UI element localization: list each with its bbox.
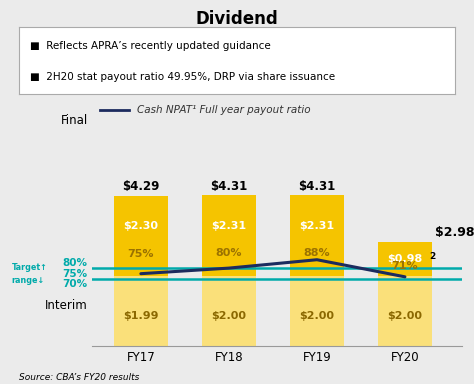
Text: 70%: 70% <box>63 279 88 289</box>
Text: range↓: range↓ <box>12 276 45 285</box>
Text: $4.31: $4.31 <box>210 180 247 193</box>
Text: $2.00: $2.00 <box>211 311 246 321</box>
Bar <box>378 242 432 276</box>
Text: ■  Reflects APRA’s recently updated guidance: ■ Reflects APRA’s recently updated guida… <box>30 41 271 51</box>
Text: Dividend: Dividend <box>196 10 278 28</box>
Text: 80%: 80% <box>216 248 242 258</box>
Bar <box>290 195 344 276</box>
Text: 75%: 75% <box>63 269 88 279</box>
Bar <box>378 276 432 346</box>
Text: $4.29: $4.29 <box>122 180 160 194</box>
Text: 75%: 75% <box>128 249 154 259</box>
Text: $2.31: $2.31 <box>300 221 335 231</box>
Text: $2.31: $2.31 <box>211 221 246 231</box>
Bar <box>201 276 256 346</box>
Text: $2.98: $2.98 <box>435 226 474 239</box>
Text: Final: Final <box>61 114 88 127</box>
Text: Target↑: Target↑ <box>12 263 48 272</box>
Text: Cash NPAT¹ Full year payout ratio: Cash NPAT¹ Full year payout ratio <box>137 105 310 115</box>
Text: 80%: 80% <box>63 258 88 268</box>
Text: Interim: Interim <box>45 299 88 312</box>
Text: $2.30: $2.30 <box>123 221 158 231</box>
Text: $0.98: $0.98 <box>387 254 422 264</box>
Text: 88%: 88% <box>303 248 330 258</box>
Text: Source: CBA’s FY20 results: Source: CBA’s FY20 results <box>19 373 139 382</box>
Text: $2.00: $2.00 <box>387 311 422 321</box>
Text: 71%: 71% <box>392 261 418 271</box>
Text: 2: 2 <box>429 252 436 262</box>
Bar <box>201 195 256 276</box>
Bar <box>114 276 168 346</box>
Bar <box>114 196 168 276</box>
Text: $4.31: $4.31 <box>298 180 336 193</box>
Bar <box>290 276 344 346</box>
Text: ■  2H20 stat payout ratio 49.95%, DRP via share issuance: ■ 2H20 stat payout ratio 49.95%, DRP via… <box>30 71 335 82</box>
Text: $1.99: $1.99 <box>123 311 159 321</box>
Text: $2.00: $2.00 <box>300 311 334 321</box>
